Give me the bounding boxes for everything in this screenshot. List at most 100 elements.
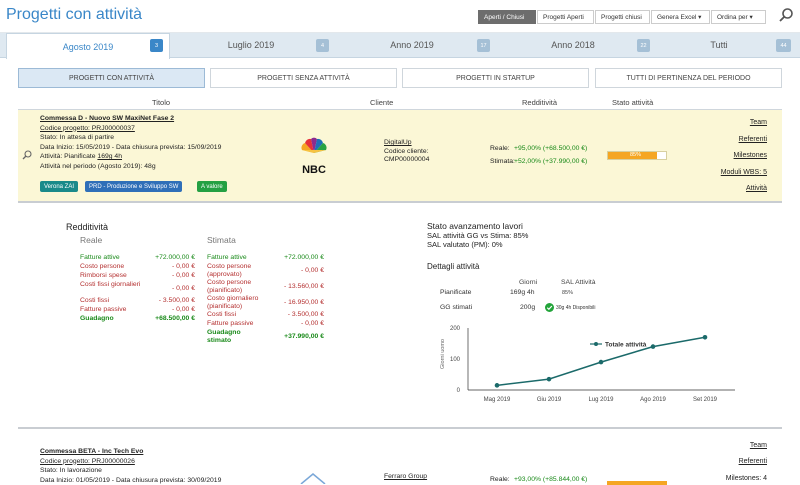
breakdown-value: - 3.500,00 € <box>244 311 324 319</box>
filter-all-period[interactable]: TUTTI DI PERTINENZA DEL PERIODO <box>595 68 782 88</box>
filter-startup[interactable]: PROGETTI IN STARTUP <box>402 68 589 88</box>
est-gg-label: GG stimati <box>440 304 472 311</box>
toolbar-export-excel-button[interactable]: Genera Excel ▾ <box>651 10 710 24</box>
data-point <box>703 335 708 340</box>
data-point <box>599 360 604 365</box>
planned-label: Pianificate <box>440 289 471 296</box>
sal-line-2: SAL valutato (PM): 0% <box>427 240 528 249</box>
project-name[interactable]: Commessa D - Nuovo SW MaxiNet Fase 2 <box>40 114 221 124</box>
tab-count-badge: 3 <box>150 39 163 52</box>
data-point <box>651 344 656 349</box>
tab-label: Anno 2018 <box>551 40 595 50</box>
header-profitability: Redditività <box>522 98 557 107</box>
header-activity-status: Stato attività <box>612 98 653 107</box>
project-state: Stato: In attesa di partire <box>40 133 221 143</box>
real-value: +95,00% (+68.500,00 €) <box>514 142 587 155</box>
referenti-link[interactable]: Referenti <box>730 458 767 465</box>
toolbar-open-closed-button[interactable]: Aperti / Chiusi <box>478 10 536 24</box>
tab-label: Agosto 2019 <box>63 42 114 52</box>
sal-block: Stato avanzamento lavori SAL attività GG… <box>427 221 528 249</box>
tab-agosto-2019[interactable]: Agosto 2019 <box>6 33 170 59</box>
toolbar-closed-projects-button[interactable]: Progetti chiusi <box>595 10 650 24</box>
activities-link[interactable]: Attività <box>730 185 767 192</box>
x-tick-label: Ago 2019 <box>640 397 666 403</box>
breakdown-value: +72.000,00 € <box>244 254 324 262</box>
real-label: Reale: <box>490 142 515 155</box>
legend-marker <box>594 342 598 346</box>
client-info: DigitalUp Codice cliente: CMP00000004 <box>384 139 429 165</box>
tag-chip: PRD - Produzione e Sviluppo SW <box>85 181 182 192</box>
profit-labels: Reale: Stimata: <box>490 142 515 168</box>
toolbar-sort-button[interactable]: Ordina per ▾ <box>711 10 766 24</box>
estimated-heading: Stimata <box>207 235 236 245</box>
x-tick-label: Giu 2019 <box>537 397 562 403</box>
project-info: Commessa BETA - Inc Tech Evo Codice prog… <box>40 447 221 485</box>
data-point <box>495 383 500 388</box>
breakdown-value: - 0,00 € <box>244 267 324 275</box>
tag-chip: A valore <box>197 181 227 192</box>
planned-days: 169g 4h <box>510 289 535 296</box>
sal-line-1: SAL attività GG vs Stima: 85% <box>427 231 528 240</box>
project-period-activity: Attività nel periodo (Agosto 2019): 48g <box>40 162 221 172</box>
project-state: Stato: In lavorazione <box>40 466 221 476</box>
tab-luglio-2019[interactable]: Luglio 2019 <box>171 33 331 57</box>
breakdown-value: +72.000,00 € <box>115 254 195 262</box>
real-heading: Reale <box>80 235 102 245</box>
breakdown-value: - 3.500,00 € <box>115 297 195 305</box>
estimated-value: +52,00% (+37.990,00 €) <box>514 155 587 168</box>
tab-anno-2019[interactable]: Anno 2019 <box>332 33 492 57</box>
x-tick-label: Lug 2019 <box>588 397 614 403</box>
breakdown-value: - 0,00 € <box>115 272 195 280</box>
profit-title: Redditività <box>66 222 108 232</box>
zoom-icon[interactable] <box>22 150 32 160</box>
tag-chip: Verona ZAI <box>40 181 78 192</box>
breakdown-value: - 0,00 € <box>115 285 195 293</box>
y-tick-label: 0 <box>457 388 461 394</box>
tab-count-badge: 22 <box>637 39 650 52</box>
planned-link[interactable]: 169g 4h <box>97 153 122 160</box>
breakdown-value: - 16.950,00 € <box>244 299 324 307</box>
referenti-link[interactable]: Referenti <box>730 136 767 143</box>
project-name[interactable]: Commessa BETA - Inc Tech Evo <box>40 447 221 457</box>
breakdown-value: - 13.560,00 € <box>244 283 324 291</box>
tab-count-badge: 17 <box>477 39 490 52</box>
milestones-count[interactable]: Milestones: 4 <box>710 475 767 482</box>
wbs-modules-link[interactable]: Moduli WBS: 5 <box>710 169 767 176</box>
total-value: +68.500,00 € <box>115 315 195 323</box>
real-value: +93,00% (+85.844,00 €) <box>514 476 587 485</box>
available-days: 30g 4h Disponibili <box>556 305 595 311</box>
col-sal: SAL Attività <box>561 279 596 286</box>
logo-text: NBC <box>302 164 326 176</box>
header-title: Titolo <box>152 98 170 107</box>
team-link[interactable]: Team <box>740 442 767 449</box>
filter-with-activities[interactable]: PROGETTI CON ATTIVITÀ <box>18 68 205 88</box>
data-point <box>547 377 552 382</box>
activity-progress-bar <box>607 481 667 485</box>
planned-sal: 85% <box>562 290 573 296</box>
estimated-label: Stimata: <box>490 155 515 168</box>
search-icon[interactable] <box>778 7 794 23</box>
breakdown-value: - 0,00 € <box>115 263 195 271</box>
activity-progress-bar: 85% <box>607 151 667 160</box>
team-link[interactable]: Team <box>740 119 767 126</box>
project-code: Codice progetto: PRJ00000037 <box>40 124 221 134</box>
client-name[interactable]: Ferraro Group <box>384 473 427 482</box>
y-tick-label: 100 <box>450 357 461 363</box>
details-title: Dettagli attività <box>427 262 479 271</box>
tab-tutti[interactable]: Tutti <box>654 33 784 57</box>
header-client: Cliente <box>370 98 393 107</box>
client-code: CMP00000004 <box>384 156 429 165</box>
tab-count-badge: 4 <box>316 39 329 52</box>
project-info: Commessa D - Nuovo SW MaxiNet Fase 2 Cod… <box>40 114 221 171</box>
tab-anno-2018[interactable]: Anno 2018 <box>493 33 653 57</box>
total-value: +37.990,00 € <box>244 333 324 341</box>
breakdown-value: - 0,00 € <box>244 320 324 328</box>
filter-without-activities[interactable]: PROGETTI SENZA ATTIVITÀ <box>210 68 397 88</box>
client-code-label: Codice cliente: <box>384 148 429 157</box>
client-logo: NBC <box>294 136 334 176</box>
y-tick-label: 200 <box>450 326 461 332</box>
milestones-link[interactable]: Milestones <box>720 152 767 159</box>
client-name[interactable]: DigitalUp <box>384 139 429 148</box>
toolbar-open-projects-button[interactable]: Progetti Aperti <box>537 10 594 24</box>
